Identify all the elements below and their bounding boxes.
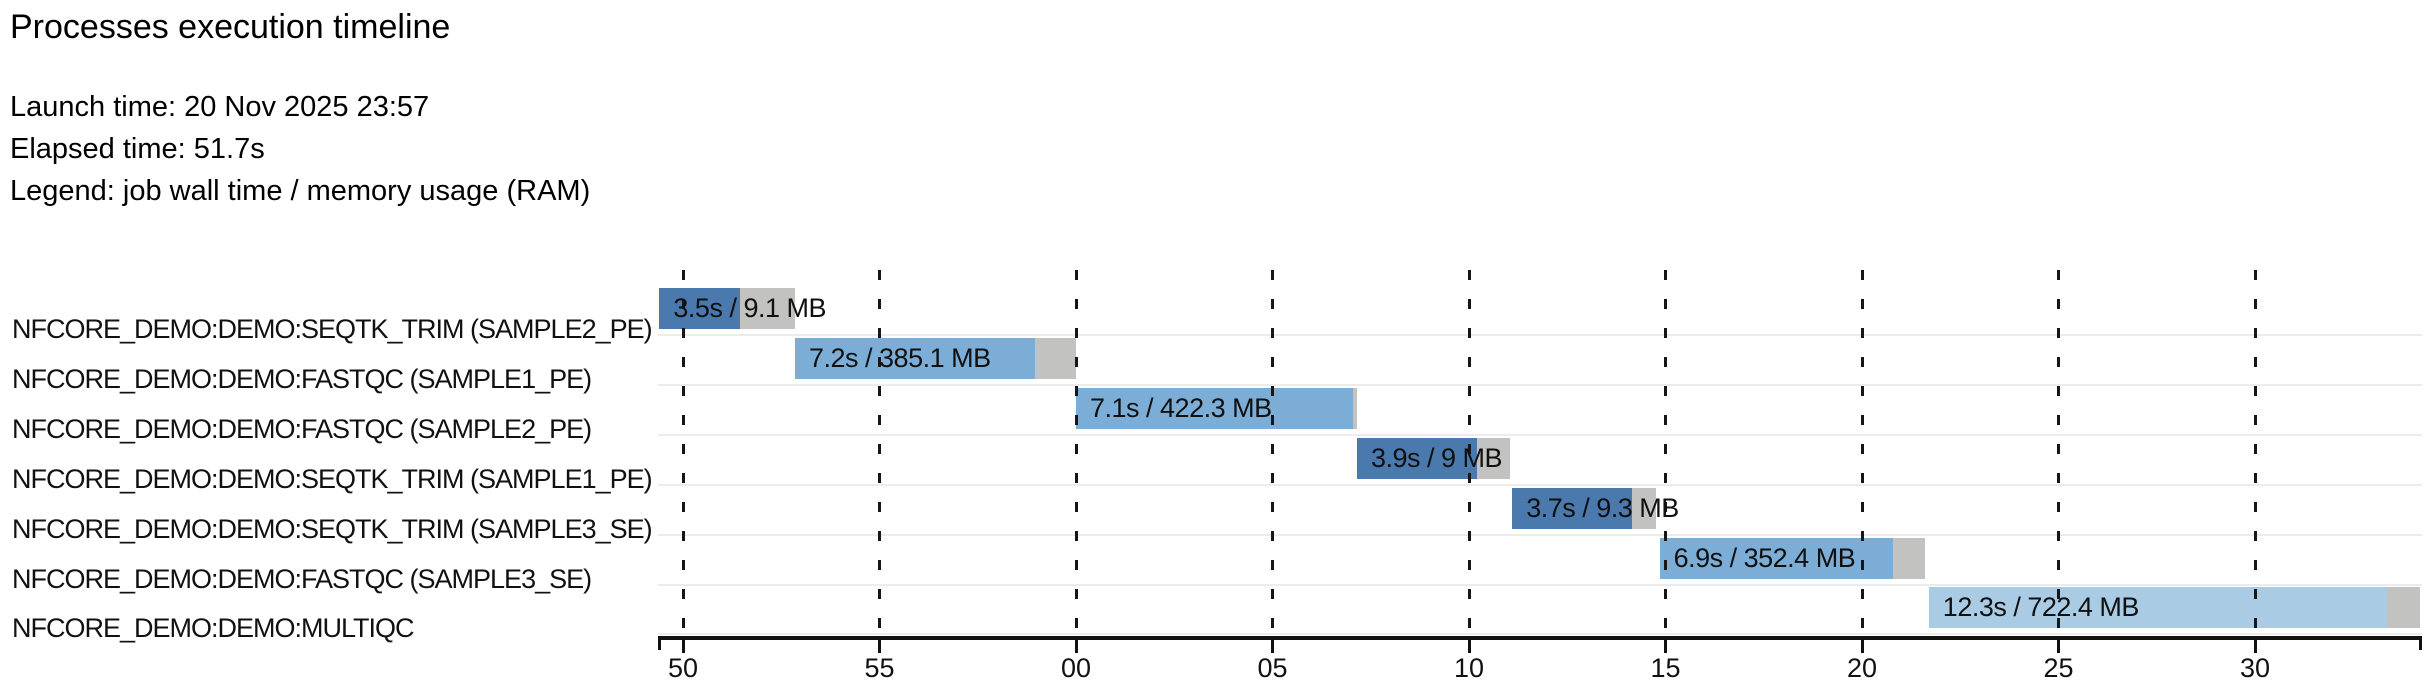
row-separator-line: [658, 583, 2422, 586]
row-separator-line: [658, 533, 2422, 536]
task-bar-label: 3.9s / 9 MB: [1370, 442, 1503, 473]
axis-tick: [878, 639, 881, 653]
task-bar-label: 3.5s / 9.1 MB: [673, 293, 826, 323]
axis-tick-label: 10: [1453, 653, 1485, 683]
process-name-label: NFCORE_DEMO:DEMO:SEQTK_TRIM (SAMPLE3_SE): [12, 513, 653, 544]
task-bar-label: 6.9s / 352.4 MB: [1673, 542, 1856, 573]
process-name-label: NFCORE_DEMO:DEMO:FASTQC (SAMPLE1_PE): [12, 363, 592, 394]
axis-tick: [2057, 639, 2060, 653]
process-name-label: NFCORE_DEMO:DEMO:SEQTK_TRIM (SAMPLE1_PE): [12, 463, 653, 494]
task-bar-tail: [2386, 587, 2421, 629]
axis-tick-label: 05: [1257, 653, 1288, 683]
task-bar-label: 3.7s / 9.3 MB: [1526, 492, 1679, 523]
time-gridline: [681, 270, 685, 636]
axis-tick: [1467, 639, 1471, 653]
row-separator-line: [658, 334, 2422, 336]
axis-end-tick-right: [2418, 636, 2422, 650]
task-bar-tail: [1476, 437, 1511, 479]
axis-tick-label: 50: [667, 653, 699, 683]
task-bar-runtime: [795, 337, 1035, 379]
process-name-label: NFCORE_DEMO:DEMO:FASTQC (SAMPLE3_SE): [12, 563, 592, 594]
process-name-label: NFCORE_DEMO:DEMO:MULTIQC: [12, 613, 415, 644]
process-name-label: NFCORE_DEMO:DEMO:FASTQC (SAMPLE2_PE): [12, 413, 592, 444]
axis-tick-label: 25: [2043, 653, 2074, 683]
task-bar-label: 7.2s / 385.1 MB: [809, 342, 991, 373]
task-bar-tail: [739, 288, 795, 329]
time-gridline: [1271, 270, 1274, 636]
time-gridline: [2057, 270, 2060, 636]
time-gridline: [1074, 270, 1078, 636]
axis-tick-label: 30: [2239, 653, 2271, 683]
axis-tick-label: 15: [1650, 653, 1681, 683]
run-info-block: Launch time: 20 Nov 2025 23:57 Elapsed t…: [10, 86, 590, 212]
elapsed-time-text: Elapsed time: 51.7s: [10, 133, 265, 165]
task-bar-runtime: [1356, 437, 1477, 479]
row-separator-line: [658, 383, 2422, 386]
row-separator-line: [658, 633, 2422, 636]
time-gridline: [1467, 270, 1471, 636]
axis-tick-label: 55: [864, 653, 895, 683]
task-bar-tail: [1632, 487, 1656, 529]
page-title: Processes execution timeline: [10, 8, 451, 46]
time-gridline: [2253, 270, 2257, 636]
task-bar-label: 12.3s / 722.4 MB: [1942, 592, 2140, 623]
row-separator-line: [658, 433, 2422, 436]
task-bar-label: 7.1s / 422.3 MB: [1090, 392, 1272, 423]
task-bar-runtime: [1076, 387, 1354, 429]
task-bar-runtime: [659, 288, 740, 329]
task-bar-tail: [1893, 537, 1925, 579]
axis-tick: [681, 639, 685, 653]
task-bar-tail: [1034, 337, 1076, 379]
process-name-label: NFCORE_DEMO:DEMO:SEQTK_TRIM (SAMPLE2_PE): [12, 314, 653, 344]
axis-end-tick-left: [658, 636, 661, 650]
time-gridline: [1860, 270, 1864, 636]
task-bar-tail: [1353, 387, 1357, 429]
task-bar-runtime: [1928, 587, 2387, 629]
axis-tick-label: 00: [1060, 653, 1092, 683]
axis-tick: [1664, 639, 1667, 653]
time-gridline: [878, 270, 881, 636]
axis-tick: [2253, 639, 2257, 653]
launch-time-text: Launch time: 20 Nov 2025 23:57: [10, 91, 430, 123]
task-bar-runtime: [1512, 487, 1633, 529]
row-separator-line: [658, 483, 2422, 486]
axis-tick: [1271, 639, 1274, 653]
axis-tick-label: 20: [1846, 653, 1878, 683]
time-axis-line: [658, 636, 2422, 640]
legend-text: Legend: job wall time / memory usage (RA…: [10, 175, 591, 207]
axis-tick: [1860, 639, 1864, 653]
task-bar-runtime: [1659, 537, 1894, 579]
axis-tick: [1074, 639, 1078, 653]
time-gridline: [1664, 270, 1667, 636]
